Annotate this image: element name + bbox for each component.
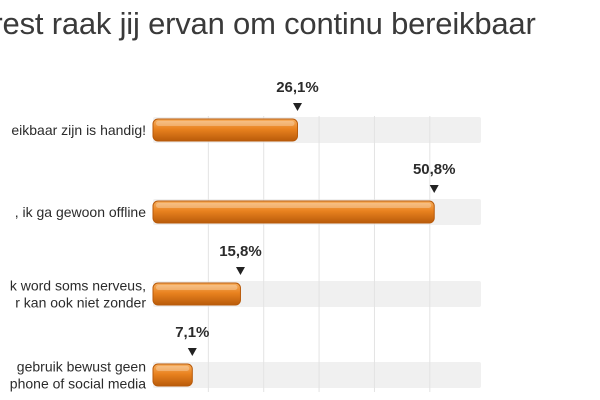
bar-highlight [156,366,190,371]
value-marker [429,185,439,193]
value-label: 26,1% [276,79,319,96]
value-label: 7,1% [175,324,209,341]
bar-highlight [156,285,238,290]
bar-highlight [156,203,432,208]
value-labels: 26,1% 50,8% 15,8% 7,1% [175,79,456,356]
category-label: r kan ook niet zonder [15,295,146,311]
value-label: 15,8% [219,243,262,260]
bar [152,200,435,224]
category-label: eikbaar zijn is handig! [11,122,146,138]
bar-track [153,362,481,388]
value-marker [292,103,302,111]
bar [152,363,193,387]
gridlines [207,116,431,392]
bar [152,282,241,306]
category-label: phone of social media [10,376,146,392]
bar-tracks [153,117,481,388]
chart-title: trest raak jij ervan om continu bereikba… [0,6,536,41]
category-label: gebruik bewust geen [17,359,146,375]
value-marker [187,348,197,356]
category-labels: eikbaar zijn is handig! , ik ga gewoon of… [10,122,147,392]
bars [152,118,435,387]
category-label: k word soms nerveus, [10,278,146,294]
value-marker [235,267,245,275]
bar-highlight [156,121,295,126]
value-label: 50,8% [413,161,456,178]
bar [152,118,298,142]
category-label: , ik ga gewoon offline [15,204,146,220]
